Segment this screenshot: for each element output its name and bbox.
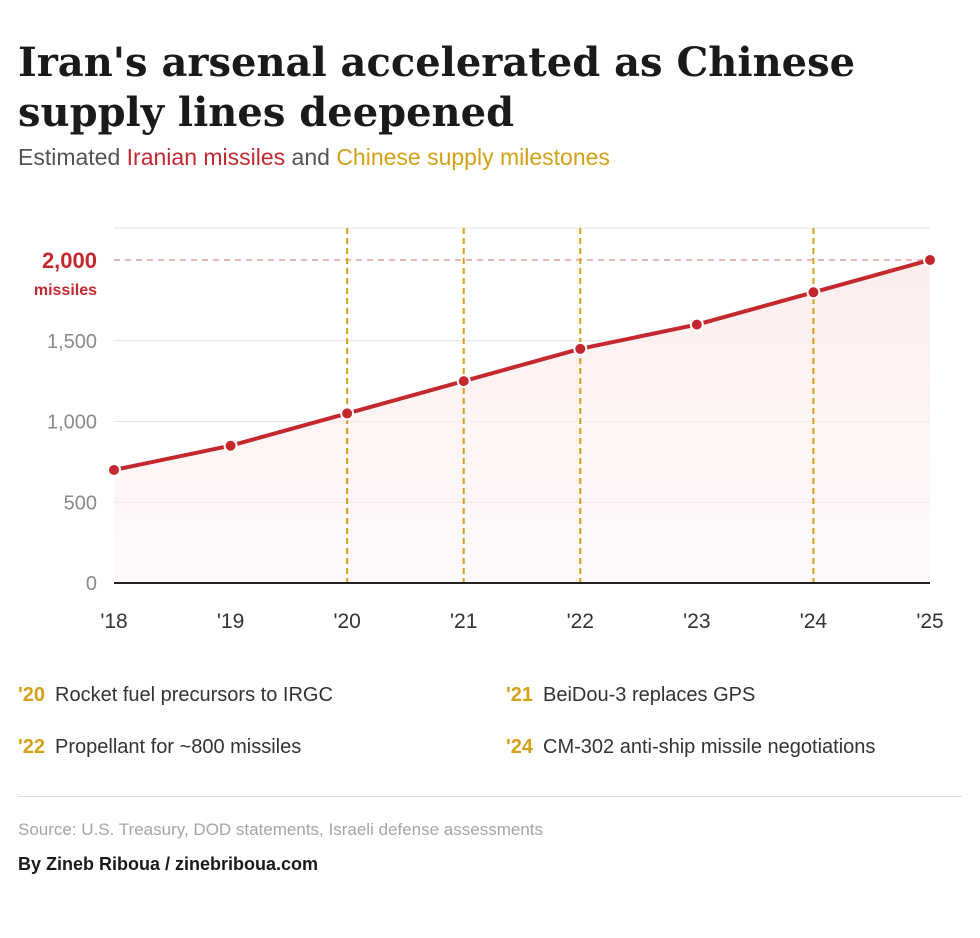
milestone-year: '20 [18,684,46,706]
y-top-unit-label: missiles [34,282,97,299]
subtitle-series-name: Iranian missiles [126,144,286,170]
y-tick-label: 0 [86,573,97,595]
data-point [456,374,471,389]
source-note: Source: U.S. Treasury, DOD statements, I… [18,820,543,839]
y-top-value-label: 2,000 [42,248,97,273]
milestone-item: '20 Rocket fuel precursors to IRGC [18,684,333,707]
milestone-year: '24 [506,736,534,758]
milestone-item: '24 CM-302 anti-ship missile negotiations [506,736,875,759]
milestone-item: '21 BeiDou-3 replaces GPS [506,684,755,707]
data-point [806,285,821,300]
data-point [573,341,588,356]
x-tick-label: '19 [217,610,244,633]
missile-line-chart: 0 500 1,000 1,500 2,000 missiles '18 '19 '20 '21 '… [34,227,944,633]
series-line [112,258,932,472]
milestone-text: BeiDou-3 replaces GPS [543,684,756,706]
x-tick-label: '21 [450,610,477,633]
x-tick-label: '25 [916,610,943,633]
milestone-text: Propellant for ~800 missiles [55,736,302,758]
byline: By Zineb Riboua / zinebriboua.com [18,854,319,874]
x-tick-label: '24 [800,610,828,633]
chart-subtitle: Estimated Iranian missiles and Chinese s… [18,144,610,171]
data-point [340,406,355,421]
series-area-fill [114,260,930,583]
milestone-year: '21 [506,684,534,706]
x-tick-label: '18 [100,610,127,633]
milestone-text: Rocket fuel precursors to IRGC [55,684,333,706]
subtitle-middle: and [285,144,337,170]
y-tick-label: 1,000 [47,412,97,434]
milestone-year: '22 [18,736,46,758]
x-tick-label: '23 [683,610,710,633]
y-tick-label: 500 [64,492,97,514]
subtitle-milestone-name: Chinese supply milestones [336,144,610,170]
milestone-item: '22 Propellant for ~800 missiles [18,736,301,759]
data-point [923,253,937,267]
data-point [223,438,238,453]
footer-divider [18,796,962,797]
x-tick-label: '22 [567,610,594,633]
milestone-text: CM-302 anti-ship missile negotiations [543,736,876,758]
y-tick-label: 1,500 [47,331,97,353]
subtitle-prefix: Estimated [18,144,127,170]
data-point [107,462,121,477]
x-tick-label: '20 [333,610,360,633]
data-point [689,317,704,332]
chart-title: Iran's arsenal accelerated as Chinese su… [18,39,856,136]
